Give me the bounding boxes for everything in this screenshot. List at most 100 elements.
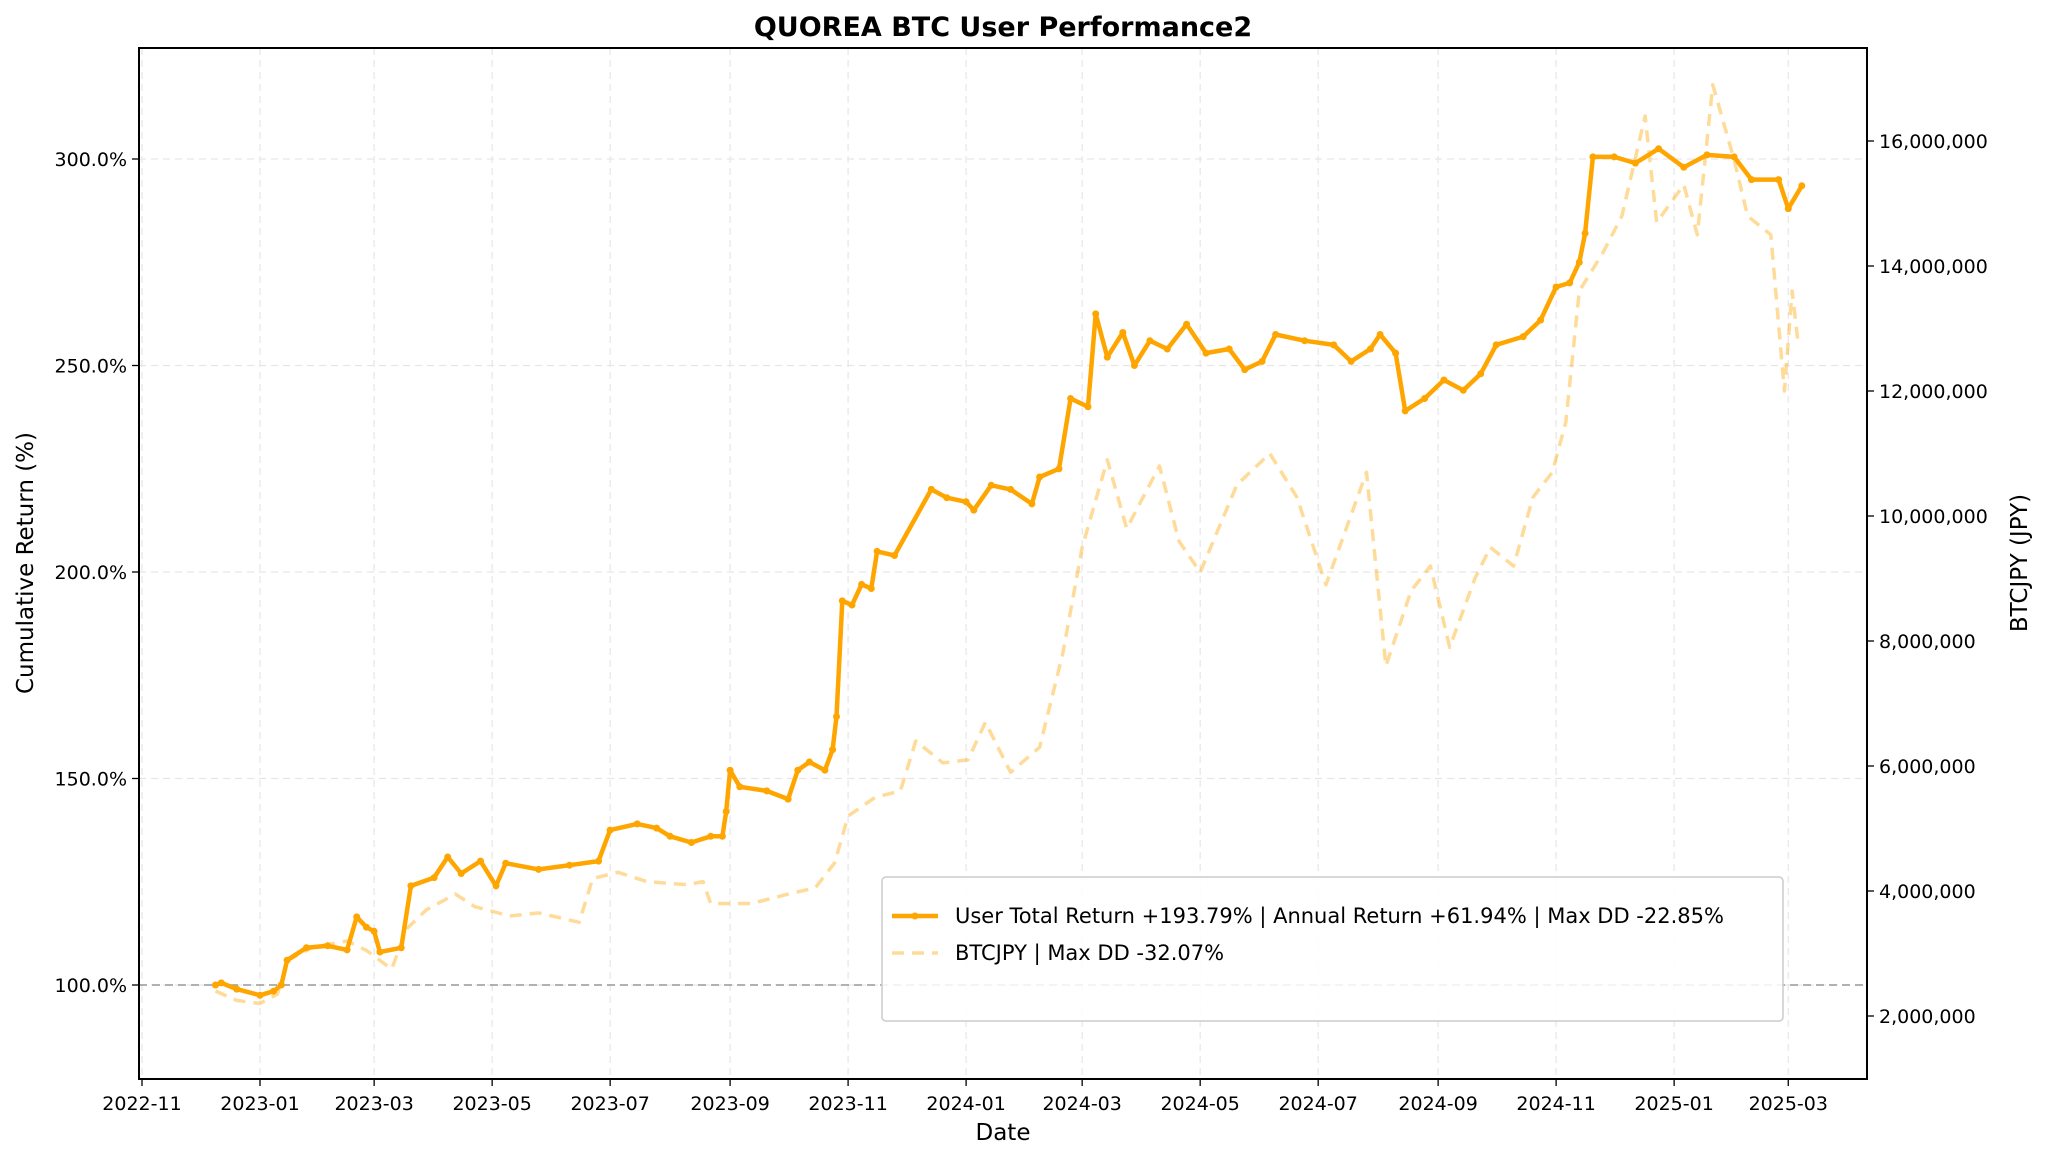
user-return-marker (873, 547, 881, 555)
legend-label-user: User Total Return +193.79% | Annual Retu… (955, 904, 1724, 929)
y-tick-label-right: 8,000,000 (1879, 631, 1976, 653)
user-return-marker (794, 766, 802, 774)
user-return-marker (726, 766, 734, 774)
user-return-marker (1798, 182, 1806, 190)
user-return-marker (1537, 316, 1545, 324)
user-return-marker (736, 783, 744, 791)
legend: User Total Return +193.79% | Annual Retu… (881, 876, 1784, 1022)
user-return-marker (477, 857, 484, 865)
user-return-marker (987, 481, 995, 489)
y-axis-right: 2,000,000 4,000,000 6,000,000 8,000,000 10,0… (1867, 131, 1988, 1028)
x-tick-label: 2023-03 (334, 1093, 413, 1115)
user-return-marker (1655, 145, 1663, 153)
user-return-marker (1581, 229, 1589, 237)
y-tick-label-right: 2,000,000 (1879, 1006, 1976, 1028)
btcjpy-path (214, 83, 1800, 1006)
x-axis-label: Date (976, 1120, 1031, 1146)
user-return-marker (1146, 337, 1154, 345)
user-return-marker (1007, 485, 1015, 493)
legend-marker-user (911, 912, 919, 920)
user-return-marker (858, 580, 866, 588)
user-return-marker (1301, 337, 1309, 345)
user-return-marker (370, 927, 378, 935)
user-return-marker (1183, 320, 1191, 328)
x-tick-label: 2024-09 (1398, 1093, 1477, 1115)
x-tick-label: 2023-05 (452, 1093, 531, 1115)
user-return-marker (407, 882, 415, 890)
user-return-marker (829, 746, 837, 754)
user-return-marker (595, 857, 602, 865)
user-return-marker (444, 853, 452, 861)
user-return-line (212, 145, 1806, 999)
user-return-marker (1347, 357, 1355, 365)
user-return-marker (566, 861, 573, 869)
user-return-marker (217, 979, 225, 987)
user-return-marker (1748, 176, 1755, 184)
plot-frame (138, 47, 1868, 1080)
user-return-marker (233, 985, 241, 993)
user-return-marker (1631, 159, 1639, 167)
user-return-marker (1589, 153, 1597, 161)
user-return-marker (606, 826, 614, 834)
user-return-marker (1440, 376, 1448, 384)
user-return-marker (1730, 153, 1738, 161)
user-return-marker (1392, 349, 1400, 357)
x-tick-label: 2024-07 (1278, 1093, 1357, 1115)
user-return-marker (256, 991, 264, 999)
x-tick-label: 2023-01 (220, 1093, 299, 1115)
user-return-marker (1330, 341, 1338, 349)
y-tick-label-right: 4,000,000 (1879, 881, 1976, 903)
y-tick-label-left: 100.0% (55, 975, 127, 997)
user-return-marker (1401, 407, 1409, 415)
user-return-marker (1092, 310, 1100, 318)
user-return-marker (838, 597, 846, 605)
legend-box (881, 876, 1784, 1022)
user-return-marker (1272, 331, 1280, 338)
y-axis-label-left: Cumulative Return (%) (13, 432, 39, 694)
chart-title: QUOREA BTC User Performance2 (754, 12, 1252, 43)
user-return-marker (1241, 366, 1249, 374)
user-return-marker (1784, 205, 1792, 213)
user-return-marker (1028, 500, 1036, 508)
user-return-marker (891, 552, 898, 559)
user-return-marker (1703, 151, 1711, 159)
user-return-marker (502, 859, 510, 867)
y-axis-label-right: BTCJPY (JPY) (2007, 494, 2033, 632)
x-axis: 2022-11 2023-01 2023-03 2023-05 2023-07 2023-… (102, 1079, 1828, 1115)
user-return-marker (1376, 331, 1384, 338)
y-tick-label-left: 150.0% (55, 769, 127, 791)
x-tick-label: 2024-03 (1042, 1093, 1121, 1115)
user-return-marker (1119, 329, 1127, 336)
y-tick-label-right: 14,000,000 (1879, 256, 1988, 278)
user-return-marker (1067, 395, 1075, 402)
y-tick-label-left: 250.0% (55, 356, 127, 378)
x-tick-label: 2025-01 (1634, 1093, 1713, 1115)
user-return-marker (1366, 345, 1374, 353)
legend-item-btc: BTCJPY | Max DD -32.07% (892, 941, 1224, 966)
user-return-marker (943, 494, 951, 502)
user-return-marker (633, 820, 641, 828)
user-return-marker (833, 713, 840, 720)
user-return-marker (1103, 353, 1111, 361)
btcjpy-line (214, 83, 1800, 1006)
user-return-marker (1130, 362, 1138, 369)
x-tick-label: 2023-07 (570, 1093, 649, 1115)
user-return-marker (848, 601, 856, 609)
user-return-marker (707, 832, 715, 840)
user-return-marker (763, 787, 771, 795)
user-return-marker (535, 865, 543, 873)
user-return-marker (430, 874, 438, 882)
y-tick-label-right: 6,000,000 (1879, 756, 1976, 778)
user-return-marker (1225, 345, 1233, 353)
user-return-marker (1084, 403, 1092, 411)
user-return-marker (457, 870, 465, 877)
user-return-marker (1258, 357, 1266, 365)
user-return-marker (970, 506, 978, 514)
x-tick-label: 2023-11 (808, 1093, 887, 1115)
user-return-marker (1552, 283, 1560, 291)
user-return-marker (1421, 395, 1429, 402)
y-axis-left: 100.0% 150.0% 200.0% 250.0% 300.0% (55, 149, 139, 997)
user-return-marker (1055, 465, 1063, 473)
user-return-marker (343, 946, 351, 954)
